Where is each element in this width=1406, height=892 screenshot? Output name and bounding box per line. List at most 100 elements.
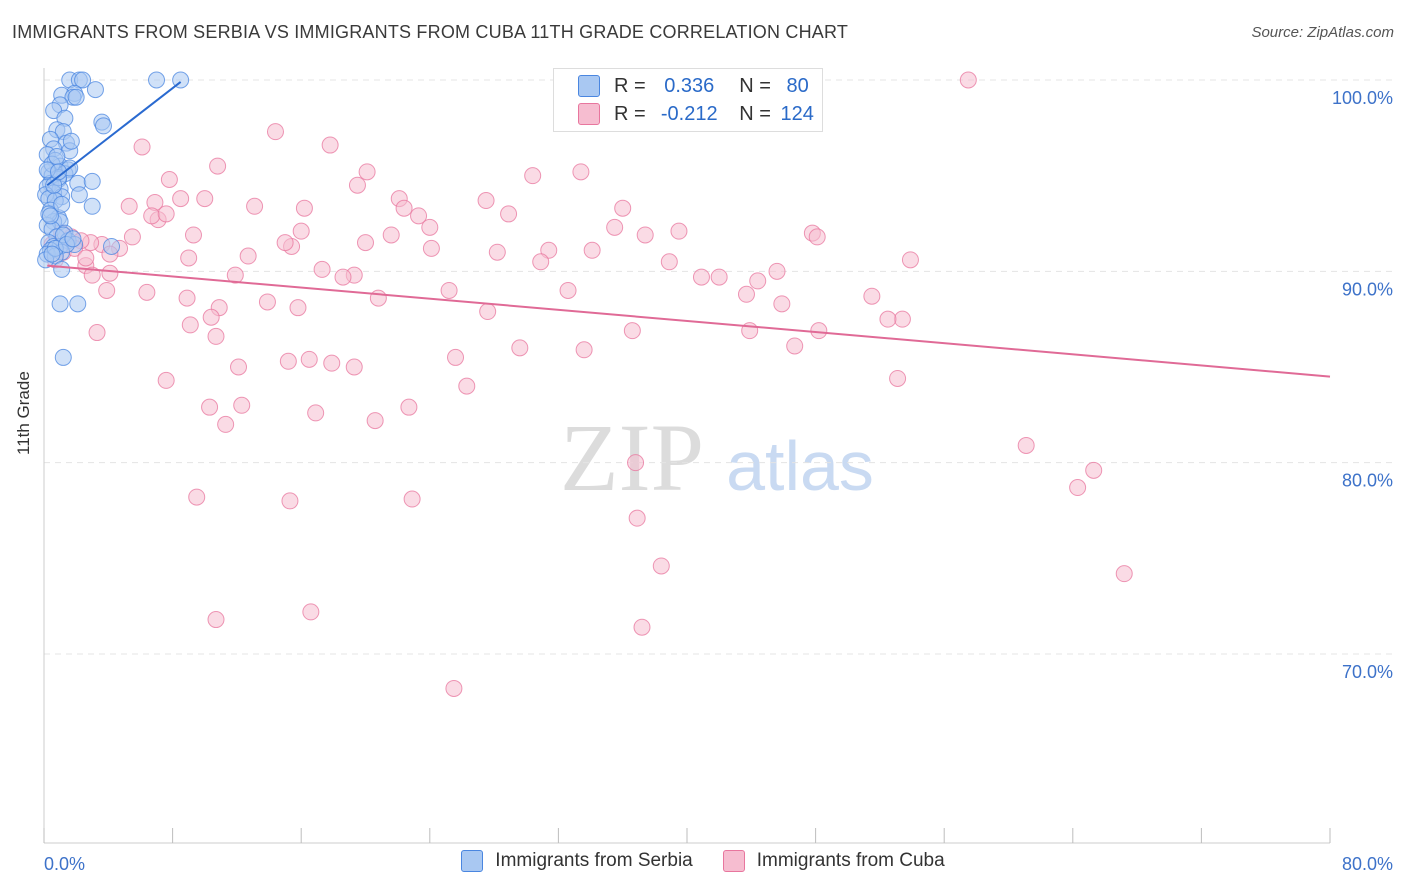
cuba-point bbox=[893, 310, 911, 328]
cuba-point bbox=[606, 218, 624, 236]
serbia-legend-swatch bbox=[461, 850, 484, 872]
cuba-point bbox=[196, 190, 214, 208]
x-tick-label-left: 0.0% bbox=[44, 854, 85, 874]
cuba-point bbox=[120, 197, 138, 215]
cuba-point bbox=[670, 222, 688, 240]
serbia-point bbox=[62, 132, 80, 150]
cuba-point bbox=[500, 205, 518, 223]
cuba-point bbox=[901, 251, 919, 269]
cuba-point bbox=[959, 71, 977, 89]
chart-title: IMMIGRANTS FROM SERBIA VS IMMIGRANTS FRO… bbox=[12, 22, 849, 42]
cuba-point bbox=[633, 618, 651, 636]
cuba-point bbox=[1085, 461, 1103, 479]
cuba-point bbox=[209, 157, 227, 175]
serbia-point bbox=[94, 117, 112, 135]
cuba-point bbox=[737, 285, 755, 303]
cuba-point bbox=[382, 226, 400, 244]
cuba-point bbox=[201, 398, 219, 416]
cuba-point bbox=[440, 281, 458, 299]
serbia-point bbox=[48, 148, 66, 166]
serbia-point bbox=[148, 71, 166, 89]
cuba-point bbox=[458, 377, 476, 395]
serbia-trend-line bbox=[46, 81, 182, 187]
cuba-trend-line bbox=[47, 264, 1331, 378]
cuba-point bbox=[1115, 565, 1133, 583]
legend-item-cuba[interactable]: Immigrants from Cuba bbox=[722, 850, 945, 872]
legend-n-value: 80 bbox=[786, 74, 809, 97]
legend-n-label: N = bbox=[739, 102, 771, 125]
legend-item-serbia[interactable]: Immigrants from Serbia bbox=[461, 850, 693, 872]
cuba-point bbox=[302, 603, 320, 621]
cuba-point bbox=[627, 454, 645, 472]
cuba-point bbox=[88, 324, 106, 342]
cuba-point bbox=[246, 197, 264, 215]
y-tick-label: 70.0% bbox=[1342, 662, 1393, 682]
cuba-point bbox=[207, 611, 225, 629]
x-tick-label-right: 80.0% bbox=[1342, 854, 1393, 874]
cuba-point bbox=[83, 266, 101, 284]
serbia-point bbox=[74, 71, 92, 89]
legend-row-serbia: R = 0.336 N = 80 bbox=[578, 74, 809, 98]
legend-row-cuba: R = -0.212 N = 124 bbox=[578, 102, 814, 126]
serbia-point bbox=[41, 207, 59, 225]
cuba-point bbox=[447, 348, 465, 366]
cuba-point bbox=[334, 268, 352, 286]
cuba-point bbox=[810, 322, 828, 340]
cuba-point bbox=[157, 371, 175, 389]
cuba-legend-swatch bbox=[722, 850, 745, 872]
cuba-point bbox=[292, 222, 310, 240]
cuba-point bbox=[879, 310, 897, 328]
cuba-point bbox=[572, 163, 590, 181]
cuba-point bbox=[786, 337, 804, 355]
cuba-point bbox=[710, 268, 728, 286]
cuba-point bbox=[295, 199, 313, 217]
cuba-point bbox=[863, 287, 881, 305]
cuba-point bbox=[281, 492, 299, 510]
cuba-point bbox=[358, 163, 376, 181]
cuba-point bbox=[101, 264, 119, 282]
y-tick-label: 90.0% bbox=[1342, 279, 1393, 299]
cuba-point bbox=[300, 350, 318, 368]
cuba-point bbox=[511, 339, 529, 357]
cuba-point bbox=[289, 299, 307, 317]
cuba-point bbox=[98, 281, 116, 299]
serbia-point bbox=[69, 295, 87, 313]
serbia-point bbox=[70, 186, 88, 204]
cuba-point bbox=[421, 218, 439, 236]
cuba-point bbox=[445, 679, 463, 697]
cuba-point bbox=[479, 303, 497, 321]
cuba-point bbox=[180, 249, 198, 267]
cuba-point bbox=[422, 239, 440, 257]
cuba-point bbox=[410, 207, 428, 225]
cuba-point bbox=[202, 308, 220, 326]
cuba-point bbox=[345, 358, 363, 376]
cuba-point bbox=[239, 247, 257, 265]
cuba-point bbox=[808, 228, 826, 246]
serbia-point bbox=[83, 172, 101, 190]
cuba-point bbox=[160, 170, 178, 188]
cuba-point bbox=[313, 260, 331, 278]
cuba-point bbox=[628, 509, 646, 527]
cuba-point bbox=[692, 268, 710, 286]
cuba-point bbox=[749, 272, 767, 290]
cuba-point bbox=[773, 295, 791, 313]
serbia-point bbox=[103, 237, 121, 255]
y-tick-label: 80.0% bbox=[1342, 471, 1393, 491]
serbia-point bbox=[51, 295, 69, 313]
serbia-point bbox=[54, 348, 72, 366]
legend-r-value: 0.336 bbox=[664, 74, 715, 97]
cuba-point bbox=[524, 167, 542, 185]
legend-n-value: 124 bbox=[780, 102, 814, 125]
legend-label-cuba: Immigrants from Cuba bbox=[756, 850, 945, 871]
cuba-point bbox=[321, 136, 339, 154]
cuba-point bbox=[230, 358, 248, 376]
legend-r-value: -0.212 bbox=[660, 102, 718, 125]
y-axis-label: 11th Grade bbox=[14, 371, 33, 455]
cuba-point bbox=[178, 289, 196, 307]
serbia-point bbox=[43, 245, 61, 263]
cuba-point bbox=[276, 234, 294, 252]
cuba-point bbox=[583, 241, 601, 259]
cuba-point bbox=[184, 226, 202, 244]
cuba-point bbox=[623, 322, 641, 340]
